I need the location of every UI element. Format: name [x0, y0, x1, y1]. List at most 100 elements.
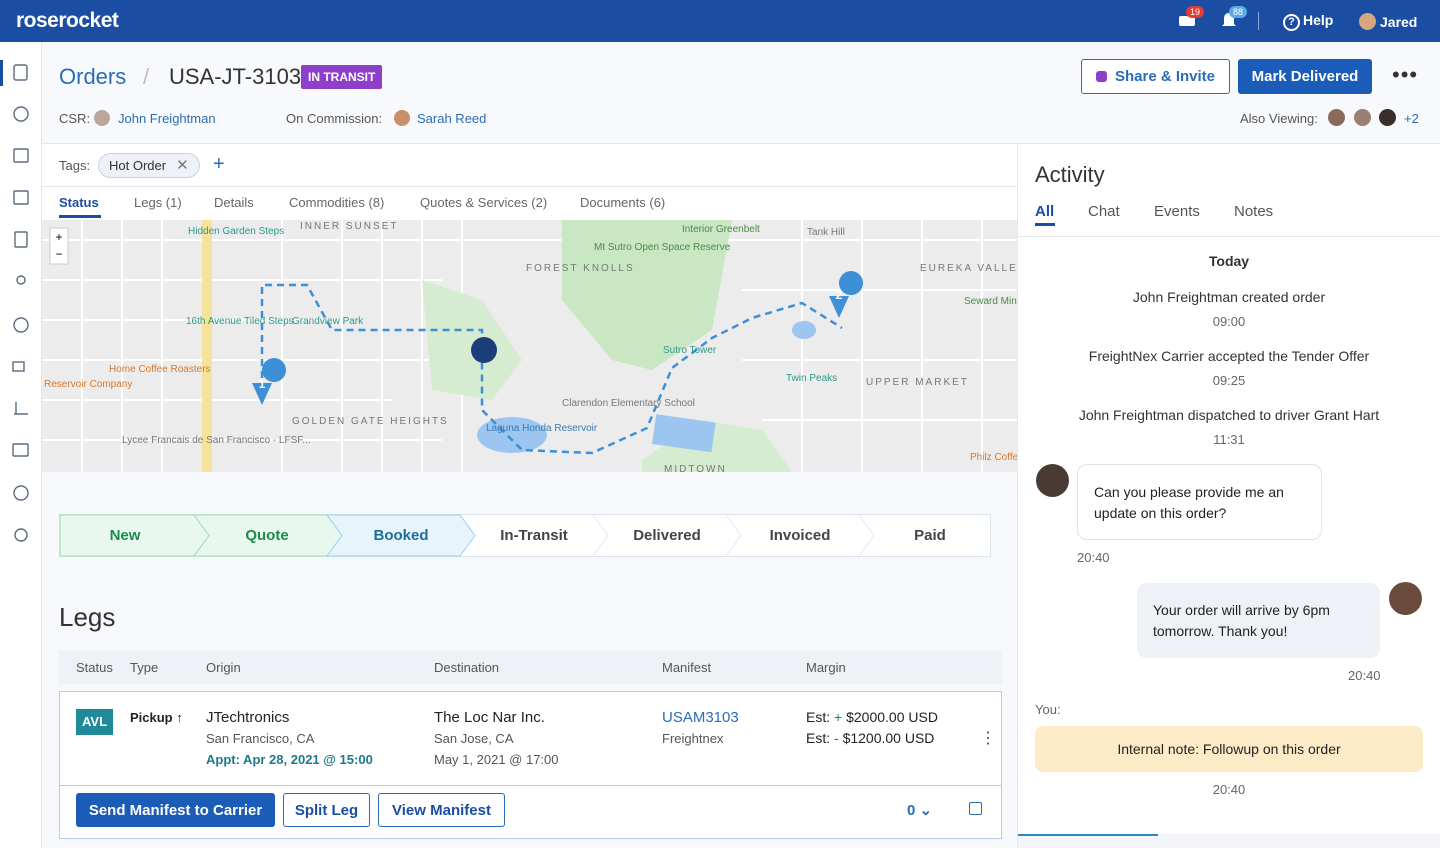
map-label: Lycee Francais de San Francisco - LFSF..… [122, 435, 311, 446]
add-tag[interactable]: + [213, 153, 225, 175]
more-menu[interactable]: ••• [1392, 62, 1419, 87]
also-viewing-more[interactable]: +2 [1404, 111, 1419, 126]
zoom-control[interactable] [49, 227, 69, 265]
mark-delivered-button[interactable]: Mark Delivered [1238, 59, 1372, 94]
sender-avatar [1036, 464, 1069, 497]
breadcrumb[interactable]: Orders [59, 64, 127, 89]
row-menu[interactable]: ⋮ [980, 730, 996, 747]
nav-icons[interactable] [0, 42, 42, 562]
active-indicator [0, 60, 3, 86]
zoom-out[interactable]: − [55, 247, 62, 261]
brand[interactable]: roserocket [16, 9, 119, 32]
tab[interactable]: Details [214, 195, 254, 210]
park [642, 420, 792, 472]
divider [1258, 12, 1259, 30]
commission-avatar [394, 110, 410, 126]
origin-city: San Francisco, CA [206, 731, 315, 746]
activity-tab[interactable]: Notes [1234, 203, 1274, 220]
map-label: MIDTOWN [664, 464, 727, 472]
manifest-link[interactable]: USAM3103 [662, 709, 739, 726]
column-header: Type [130, 660, 159, 675]
activity-tab[interactable]: Events [1154, 203, 1200, 220]
note-icon[interactable] [969, 802, 982, 815]
route [260, 283, 843, 455]
carrier: Freightnex [662, 731, 724, 746]
help[interactable]: ? Help [1283, 12, 1333, 31]
leg-card-divider [60, 785, 1001, 786]
chat-bubble: Can you please provide me an update on t… [1077, 464, 1322, 540]
also-viewing-label: Also Viewing: [1240, 111, 1318, 126]
commission-label: On Commission: [286, 111, 383, 126]
dest-name: The Loc Nar Inc. [434, 709, 545, 726]
activity-tab[interactable]: All [1035, 203, 1055, 220]
truck-icon[interactable] [1178, 12, 1198, 30]
pin [252, 358, 286, 405]
alerts-badge: 19 [1186, 6, 1205, 18]
share-invite-button[interactable]: Share & Invite [1081, 59, 1230, 94]
split-leg-button[interactable]: Split Leg [283, 793, 370, 827]
event-text: John Freightman dispatched to driver Gra… [1078, 407, 1380, 423]
csr-label: CSR: [59, 111, 91, 126]
internal-note: Internal note: Followup on this order [1035, 726, 1423, 772]
map-labels: INNER SUNSET FOREST KNOLLS EUREKA VALLEY… [44, 221, 1017, 472]
step-label: Booked [373, 527, 428, 544]
event-time: 09:25 [1212, 373, 1246, 388]
column-header: Manifest [662, 660, 712, 675]
order-header [42, 42, 1440, 144]
tag-chip[interactable]: Hot Order ✕ [98, 153, 200, 178]
streets [42, 220, 1017, 472]
map-label: UPPER MARKET [866, 377, 969, 388]
count-dropdown[interactable]: 0 ⌄ [907, 802, 933, 819]
map-label: 16th Avenue Tiled Steps [186, 316, 294, 327]
zoom-in[interactable]: + [55, 230, 62, 244]
map-label: Tank Hill [807, 227, 845, 238]
chat-bubble: Your order will arrive by 6pm tomorrow. … [1137, 583, 1380, 658]
commission-name[interactable]: Sarah Reed [417, 111, 487, 126]
breadcrumb-separator: / [143, 64, 150, 89]
top-bar: roserocket 19 88 ? Help Jared [0, 0, 1440, 42]
user[interactable]: Jared [1359, 13, 1417, 30]
map[interactable]: 1 2 + − INNER SUNSET FOREST KNOLLS EUREK… [42, 220, 1017, 472]
pin [829, 271, 864, 318]
step-label: In-Transit [500, 527, 568, 544]
leg-status: AVL [76, 709, 113, 735]
activity-tabs-border [1018, 236, 1440, 237]
tabs-bar [42, 187, 1017, 220]
map-label: Interior Greenbelt [682, 224, 760, 235]
tab[interactable]: Commodities (8) [289, 195, 385, 210]
reservoir [652, 414, 716, 453]
pond [792, 321, 816, 339]
legs-title: Legs [59, 602, 116, 632]
status-badge: IN TRANSIT [301, 65, 383, 89]
csr-name[interactable]: John Freightman [118, 111, 216, 126]
map-label: Reservoir Company [44, 379, 132, 390]
map-label: Philz Coffee [970, 452, 1017, 463]
step-label: New [110, 527, 141, 544]
event-time: 11:31 [1213, 432, 1245, 447]
pin-label: 1 [259, 377, 266, 391]
tags-label: Tags: [59, 158, 91, 173]
origin-name: JTechtronics [206, 709, 290, 726]
tab[interactable]: Documents (6) [580, 195, 666, 210]
tab[interactable]: Legs (1) [134, 195, 182, 210]
map-label: Hidden Garden Steps [188, 226, 284, 237]
column-header: Destination [434, 660, 500, 675]
column-header: Status [76, 660, 113, 675]
activity-tab[interactable]: Chat [1088, 203, 1120, 220]
column-header: Origin [206, 660, 241, 675]
margin-line: Est: - $1200.00 USD [806, 730, 935, 746]
map-label: Home Coffee Roasters [109, 364, 211, 375]
column-header: Margin [806, 660, 846, 675]
event-time: 09:00 [1212, 314, 1246, 329]
dest-date: May 1, 2021 @ 17:00 [434, 752, 559, 767]
note-time: 20:40 [1212, 782, 1246, 797]
map-label: EUREKA VALLEY [920, 263, 1017, 274]
tab[interactable]: Status [59, 195, 99, 210]
tab[interactable]: Quotes & Services (2) [420, 195, 548, 210]
view-manifest-button[interactable]: View Manifest [378, 793, 505, 827]
margin-line: Est: + $2000.00 USD [806, 709, 938, 725]
send-manifest-button[interactable]: Send Manifest to Carrier [76, 793, 275, 827]
order-id: USA-JT-3103 [169, 64, 302, 89]
legs-header [59, 650, 1002, 684]
